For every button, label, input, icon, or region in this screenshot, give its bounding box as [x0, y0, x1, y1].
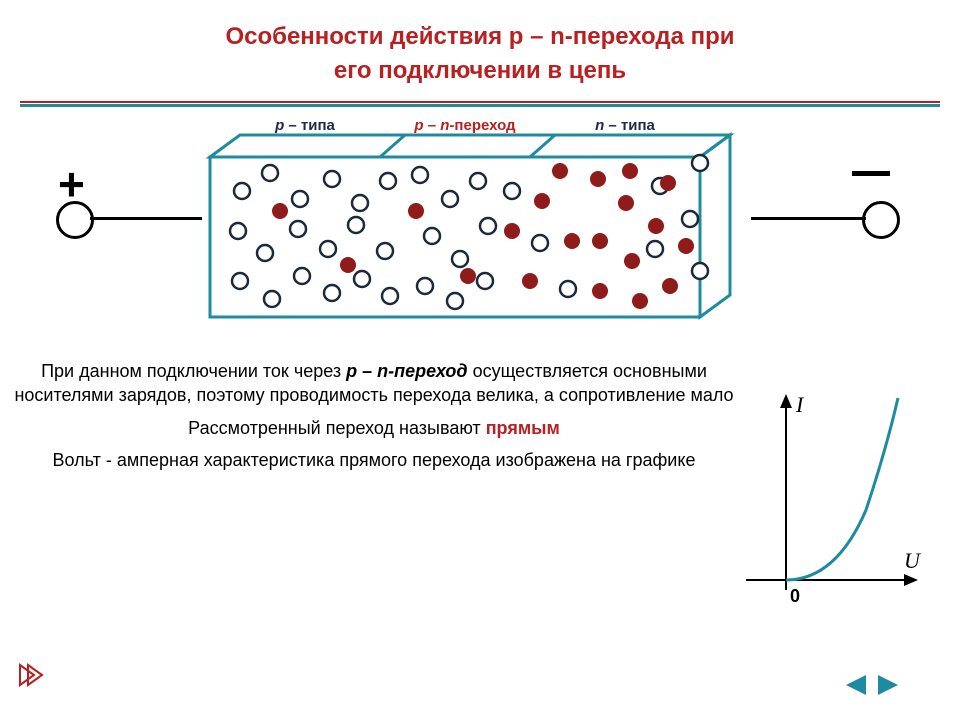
hole-icon [354, 271, 370, 287]
hole-icon [377, 243, 393, 259]
origin-label: 0 [790, 586, 800, 606]
hole-icon [234, 183, 250, 199]
electron-icon [632, 293, 648, 309]
semiconductor-body [200, 131, 750, 323]
p1-em: p – n-переход [346, 361, 467, 381]
hole-icon [532, 235, 548, 251]
wire-left [90, 217, 202, 220]
hole-icon [264, 291, 280, 307]
electron-icon [552, 163, 568, 179]
hole-icon [380, 173, 396, 189]
hole-icon [682, 211, 698, 227]
electron-icon [460, 268, 476, 284]
hole-icon [692, 155, 708, 171]
terminal-left [56, 201, 94, 239]
hole-icon [257, 245, 273, 261]
hole-icon [447, 293, 463, 309]
hole-icon [320, 241, 336, 257]
rule-bottom [20, 654, 940, 660]
electron-icon [662, 278, 678, 294]
hole-icon [232, 273, 248, 289]
title-line-2: его подключении в цепь [334, 57, 626, 84]
electron-icon [590, 171, 606, 187]
page-title: Особенности действия p – n-перехода при … [0, 0, 960, 97]
electron-icon [592, 233, 608, 249]
electron-icon [504, 223, 520, 239]
nav-play-icon[interactable] [18, 663, 44, 692]
rule-top-red [20, 101, 940, 103]
nav-next-icon[interactable] [874, 673, 902, 702]
electron-icon [522, 273, 538, 289]
electron-icon [660, 175, 676, 191]
electron-icon [564, 233, 580, 249]
hole-icon [692, 263, 708, 279]
hole-icon [560, 281, 576, 297]
hole-icon [647, 241, 663, 257]
hole-icon [504, 183, 520, 199]
electron-icon [408, 203, 424, 219]
hole-icon [442, 191, 458, 207]
hole-icon [348, 217, 364, 233]
hole-icon [417, 278, 433, 294]
electron-icon [534, 193, 550, 209]
hole-icon [477, 273, 493, 289]
minus-terminal-label [852, 171, 890, 176]
p1-a: При данном подключении ток через [41, 361, 346, 381]
hole-icon [382, 288, 398, 304]
hole-icon [452, 251, 468, 267]
wire-right [751, 217, 866, 220]
hole-icon [480, 218, 496, 234]
hole-icon [230, 223, 246, 239]
paragraph-2: Рассмотренный переход называют прямым [8, 416, 740, 440]
electron-icon [624, 253, 640, 269]
iv-chart: I U 0 [726, 390, 926, 630]
paragraph-3: Вольт - амперная характеристика прямого … [8, 448, 740, 472]
hole-icon [412, 167, 428, 183]
hole-icon [324, 171, 340, 187]
rule-top-blue [20, 104, 940, 107]
electron-icon [648, 218, 664, 234]
electron-icon [618, 195, 634, 211]
electron-icon [340, 257, 356, 273]
hole-icon [470, 173, 486, 189]
pn-diagram: + p – типа p – n-переход n – типа [0, 117, 960, 337]
hole-icon [292, 191, 308, 207]
title-line-1: Особенности действия p – n-перехода при [225, 23, 734, 50]
electron-icon [622, 163, 638, 179]
hole-icon [290, 221, 306, 237]
hole-icon [294, 268, 310, 284]
paragraph-1: При данном подключении ток через p – n-п… [8, 359, 740, 408]
axis-u-label: U [904, 548, 922, 573]
electron-icon [678, 238, 694, 254]
p2-a: Рассмотренный переход называют [188, 418, 486, 438]
electron-icon [592, 283, 608, 299]
hole-icon [424, 228, 440, 244]
hole-icon [324, 285, 340, 301]
hole-icon [352, 195, 368, 211]
p2-em: прямым [486, 418, 560, 438]
axis-i-label: I [795, 392, 805, 417]
nav-prev-icon[interactable] [842, 673, 870, 702]
hole-icon [262, 165, 278, 181]
electron-icon [272, 203, 288, 219]
terminal-right [862, 201, 900, 239]
rule-top [20, 101, 940, 107]
